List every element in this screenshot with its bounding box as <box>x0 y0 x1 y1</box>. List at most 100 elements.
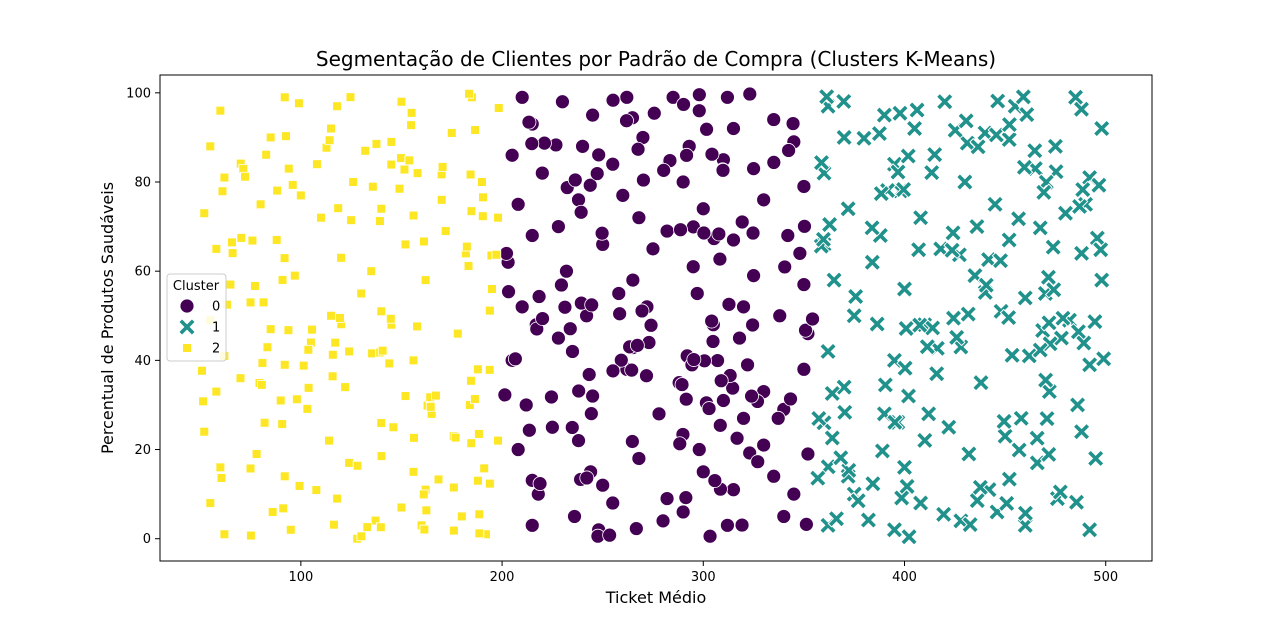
data-point-cluster-0 <box>796 361 812 377</box>
data-point-cluster-2 <box>394 183 405 194</box>
data-point-cluster-2 <box>307 324 317 335</box>
data-point-cluster-1 <box>987 126 1006 144</box>
data-point-cluster-2 <box>262 342 273 353</box>
data-point-cluster-0 <box>634 303 650 319</box>
data-point-cluster-2 <box>292 394 302 405</box>
data-point-cluster-0 <box>721 296 737 312</box>
data-point-cluster-2 <box>449 482 459 493</box>
data-point-cluster-1 <box>988 92 1007 110</box>
y-tick-label: 100 <box>126 86 151 101</box>
data-point-cluster-2 <box>356 288 367 299</box>
data-point-cluster-0 <box>726 482 741 498</box>
data-point-cluster-2 <box>225 279 236 290</box>
data-point-cluster-0 <box>639 368 654 384</box>
data-point-cluster-0 <box>514 89 530 105</box>
data-point-cluster-2 <box>399 164 410 175</box>
data-point-cluster-1 <box>960 445 978 463</box>
data-point-cluster-1 <box>918 337 937 356</box>
plot-area <box>159 74 1153 562</box>
data-point-cluster-1 <box>870 124 889 143</box>
data-point-cluster-2 <box>367 348 377 359</box>
data-point-cluster-1 <box>977 276 996 295</box>
data-point-cluster-2 <box>360 145 371 156</box>
data-point-cluster-0 <box>798 516 814 532</box>
data-point-cluster-0 <box>734 517 750 533</box>
data-point-cluster-0 <box>734 214 750 230</box>
data-point-cluster-2 <box>211 386 222 397</box>
data-point-cluster-0 <box>562 321 578 337</box>
legend-marker-cluster-0 <box>179 298 195 314</box>
data-point-cluster-1 <box>895 458 914 477</box>
data-point-cluster-0 <box>678 391 694 407</box>
x-axis-title: Ticket Médio <box>605 588 706 607</box>
data-point-cluster-1 <box>891 104 909 123</box>
data-point-cluster-2 <box>227 237 237 248</box>
data-point-cluster-0 <box>518 397 534 413</box>
data-point-cluster-0 <box>521 114 537 130</box>
data-point-cluster-0 <box>726 232 741 248</box>
data-point-cluster-0 <box>675 504 691 520</box>
data-point-cluster-2 <box>406 120 416 130</box>
data-point-cluster-0 <box>585 107 601 123</box>
data-point-cluster-1 <box>1044 280 1063 299</box>
y-tick-label: 0 <box>143 532 151 547</box>
data-point-cluster-2 <box>277 275 288 285</box>
data-point-cluster-0 <box>729 430 745 446</box>
data-point-cluster-1 <box>886 413 904 432</box>
data-point-cluster-0 <box>736 299 751 315</box>
data-point-cluster-0 <box>602 527 618 543</box>
data-point-cluster-2 <box>246 530 256 541</box>
data-point-cluster-1 <box>1047 162 1065 181</box>
data-point-cluster-0 <box>573 204 589 220</box>
data-point-cluster-1 <box>863 218 881 237</box>
data-point-cluster-2 <box>437 162 448 172</box>
data-point-cluster-0 <box>685 259 701 275</box>
data-point-cluster-2 <box>433 474 444 485</box>
data-point-cluster-0 <box>628 521 644 536</box>
data-point-cluster-1 <box>1016 516 1035 535</box>
data-point-cluster-0 <box>786 486 802 502</box>
data-point-cluster-2 <box>400 239 411 250</box>
data-point-cluster-1 <box>1036 371 1055 389</box>
data-point-cluster-2 <box>326 310 336 321</box>
data-point-cluster-2 <box>473 364 483 375</box>
data-point-cluster-1 <box>885 520 904 539</box>
data-point-cluster-0 <box>613 352 629 368</box>
data-point-cluster-2 <box>462 241 472 252</box>
data-point-cluster-1 <box>808 469 827 487</box>
data-point-cluster-2 <box>493 103 504 113</box>
data-point-cluster-2 <box>473 475 483 486</box>
data-point-cluster-0 <box>646 105 662 121</box>
data-point-cluster-0 <box>676 97 691 112</box>
legend-title: Cluster <box>173 279 220 294</box>
data-point-cluster-0 <box>567 509 582 524</box>
data-point-cluster-2 <box>281 131 291 141</box>
data-point-cluster-1 <box>1035 183 1053 202</box>
data-point-cluster-1 <box>835 403 854 422</box>
data-point-cluster-2 <box>256 380 267 390</box>
data-point-cluster-0 <box>792 245 808 261</box>
data-point-cluster-2 <box>396 502 407 513</box>
data-point-cluster-2 <box>336 252 346 263</box>
data-point-cluster-0 <box>583 406 599 422</box>
data-point-cluster-2 <box>419 236 429 247</box>
data-point-cluster-2 <box>408 355 419 366</box>
data-point-cluster-2 <box>474 429 484 439</box>
data-point-cluster-2 <box>205 498 216 508</box>
data-point-cluster-2 <box>217 186 228 197</box>
data-point-cluster-1 <box>812 153 831 172</box>
data-point-cluster-2 <box>279 253 290 263</box>
data-point-cluster-0 <box>702 528 718 544</box>
data-point-cluster-0 <box>701 401 717 416</box>
data-point-cluster-0 <box>615 187 631 203</box>
data-point-cluster-0 <box>746 161 761 177</box>
data-point-cluster-2 <box>271 235 282 245</box>
data-point-cluster-2 <box>466 438 477 448</box>
x-tick-label: 400 <box>892 570 917 585</box>
data-point-cluster-2 <box>265 324 276 334</box>
data-point-cluster-1 <box>925 145 944 164</box>
legend-label: 2 <box>212 342 220 357</box>
data-point-cluster-0 <box>504 147 520 163</box>
data-point-cluster-0 <box>678 490 694 506</box>
data-point-cluster-2 <box>261 149 271 160</box>
